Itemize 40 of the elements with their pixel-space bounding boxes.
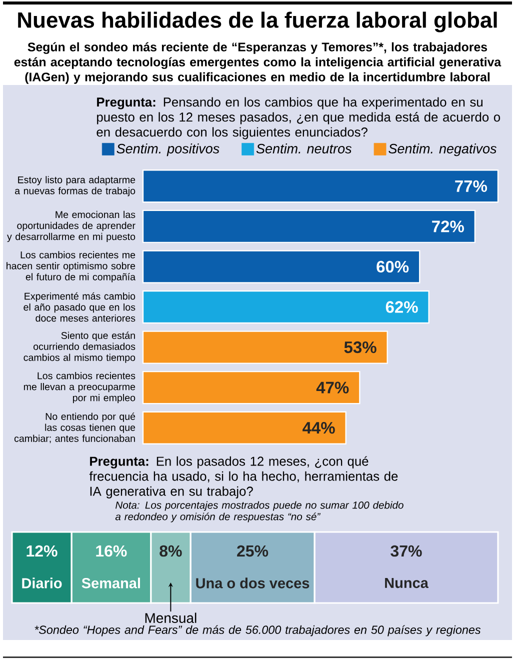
series-label: Nunca (385, 578, 428, 588)
data-label: 16% (96, 545, 127, 557)
data-label: 77% (455, 180, 488, 192)
bar (142, 210, 476, 244)
y-tick-label: Siento que están ocurriendo demasiados cambios al mismo tiempo (24, 332, 136, 363)
series-label: Diario (22, 578, 62, 588)
data-label: 44% (302, 422, 335, 434)
series-label: Una o dos veces (196, 578, 310, 588)
legend-label: Sentim. neutros (256, 144, 352, 154)
y-tick-label: No entiendo por qué las cosas tienen que cambiar; antes funcionaban (14, 412, 136, 444)
series-label: Semanal (82, 578, 140, 588)
bar (142, 290, 430, 324)
data-label: 25% (237, 545, 268, 557)
data-label: 60% (376, 260, 409, 273)
data-label: 53% (344, 341, 376, 354)
bar (142, 170, 499, 203)
text: Pregunta: En los pasados 12 meses, ¿con qué frecuencia ha usado, si lo ha hecho, herramientas de IA generativa en su trabajo? (89, 456, 398, 498)
bar (142, 411, 346, 444)
y-tick-label: Los cambios recientes me llevan a preocuparme por mi empleo (24, 372, 136, 404)
data-label: 72% (432, 220, 464, 232)
y-tick-label: Los cambios recientes me hacen sentir optimismo sobre el futuro de mi compañía (6, 251, 136, 282)
bar (142, 330, 388, 364)
series-label: Mensual (145, 612, 196, 623)
data-label: 12% (26, 545, 58, 557)
data-label: 37% (390, 545, 422, 557)
bar (142, 370, 360, 404)
y-tick-label: Me emocionan las oportunidades de aprender y desarrollarme en mi puesto (7, 210, 136, 242)
y-tick-label: Estoy listo para adaptarme a nuevas formas de trabajo (15, 176, 136, 196)
chart-subtitle: Según el sondeo más reciente de “Esperanzas y Temores”*, los trabajadores están aceptando tecnologías emergentes como la inteligencia artificial generativa (IAGen) y mejorando sus cualificaciones en medio de la incertidumbre laboral (14, 42, 502, 84)
legend-label: Sentim. positivos (116, 144, 220, 156)
chart-title: Nuevas habilidades de la fuerza laboral global (18, 12, 497, 32)
text: *Sondeo “Hopes and Fears” de más de 56.000 trabajadores en 50 países y regiones (34, 625, 481, 636)
text: Pregunta: Pensando en los cambios que ha experimentado en su puesto en los 12 meses pasados, ¿en que medida está de acuerdo o en desacuerdo con los siguientes enunciados? (96, 97, 500, 140)
data-label: 8% (160, 545, 182, 557)
y-tick-label: Experimenté más cambio el año pasado que en los doce meses anteriores (24, 292, 136, 322)
text: Nota: Los porcentajes mostrados puede no sumar 100 debido a redondeo y omisión de respuestas “no sé” (115, 501, 404, 522)
bar (142, 250, 420, 284)
data-label: 47% (316, 382, 349, 394)
data-label: 62% (386, 301, 418, 313)
legend-label: Sentim. negativos (388, 144, 496, 156)
